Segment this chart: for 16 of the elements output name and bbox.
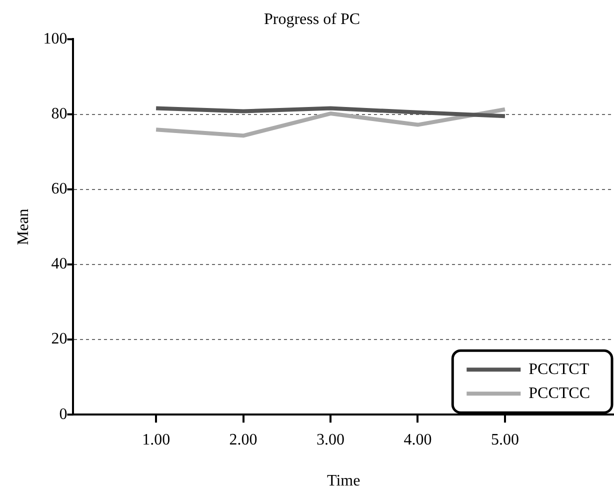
x-tick-label: 4.00 bbox=[404, 431, 432, 448]
x-tick-label: 1.00 bbox=[142, 431, 170, 448]
x-axis-title: Time bbox=[327, 472, 360, 490]
y-tick-label: 100 bbox=[43, 30, 68, 48]
x-tick-label: 5.00 bbox=[490, 431, 519, 448]
x-tick-label: 2.00 bbox=[229, 431, 258, 448]
y-tick-label: 80 bbox=[51, 105, 68, 122]
y-tick-label: 20 bbox=[51, 330, 68, 348]
y-tick-label: 60 bbox=[51, 180, 68, 198]
y-tick-label: 0 bbox=[59, 406, 68, 423]
x-tick-label: 3.00 bbox=[316, 431, 345, 448]
legend-label: PCCTCC bbox=[528, 384, 590, 402]
chart-title: Progress of PC bbox=[264, 10, 360, 28]
legend-label: PCCTCT bbox=[528, 360, 590, 378]
y-axis-title: Mean bbox=[14, 208, 32, 246]
y-tick-label: 40 bbox=[51, 256, 68, 273]
